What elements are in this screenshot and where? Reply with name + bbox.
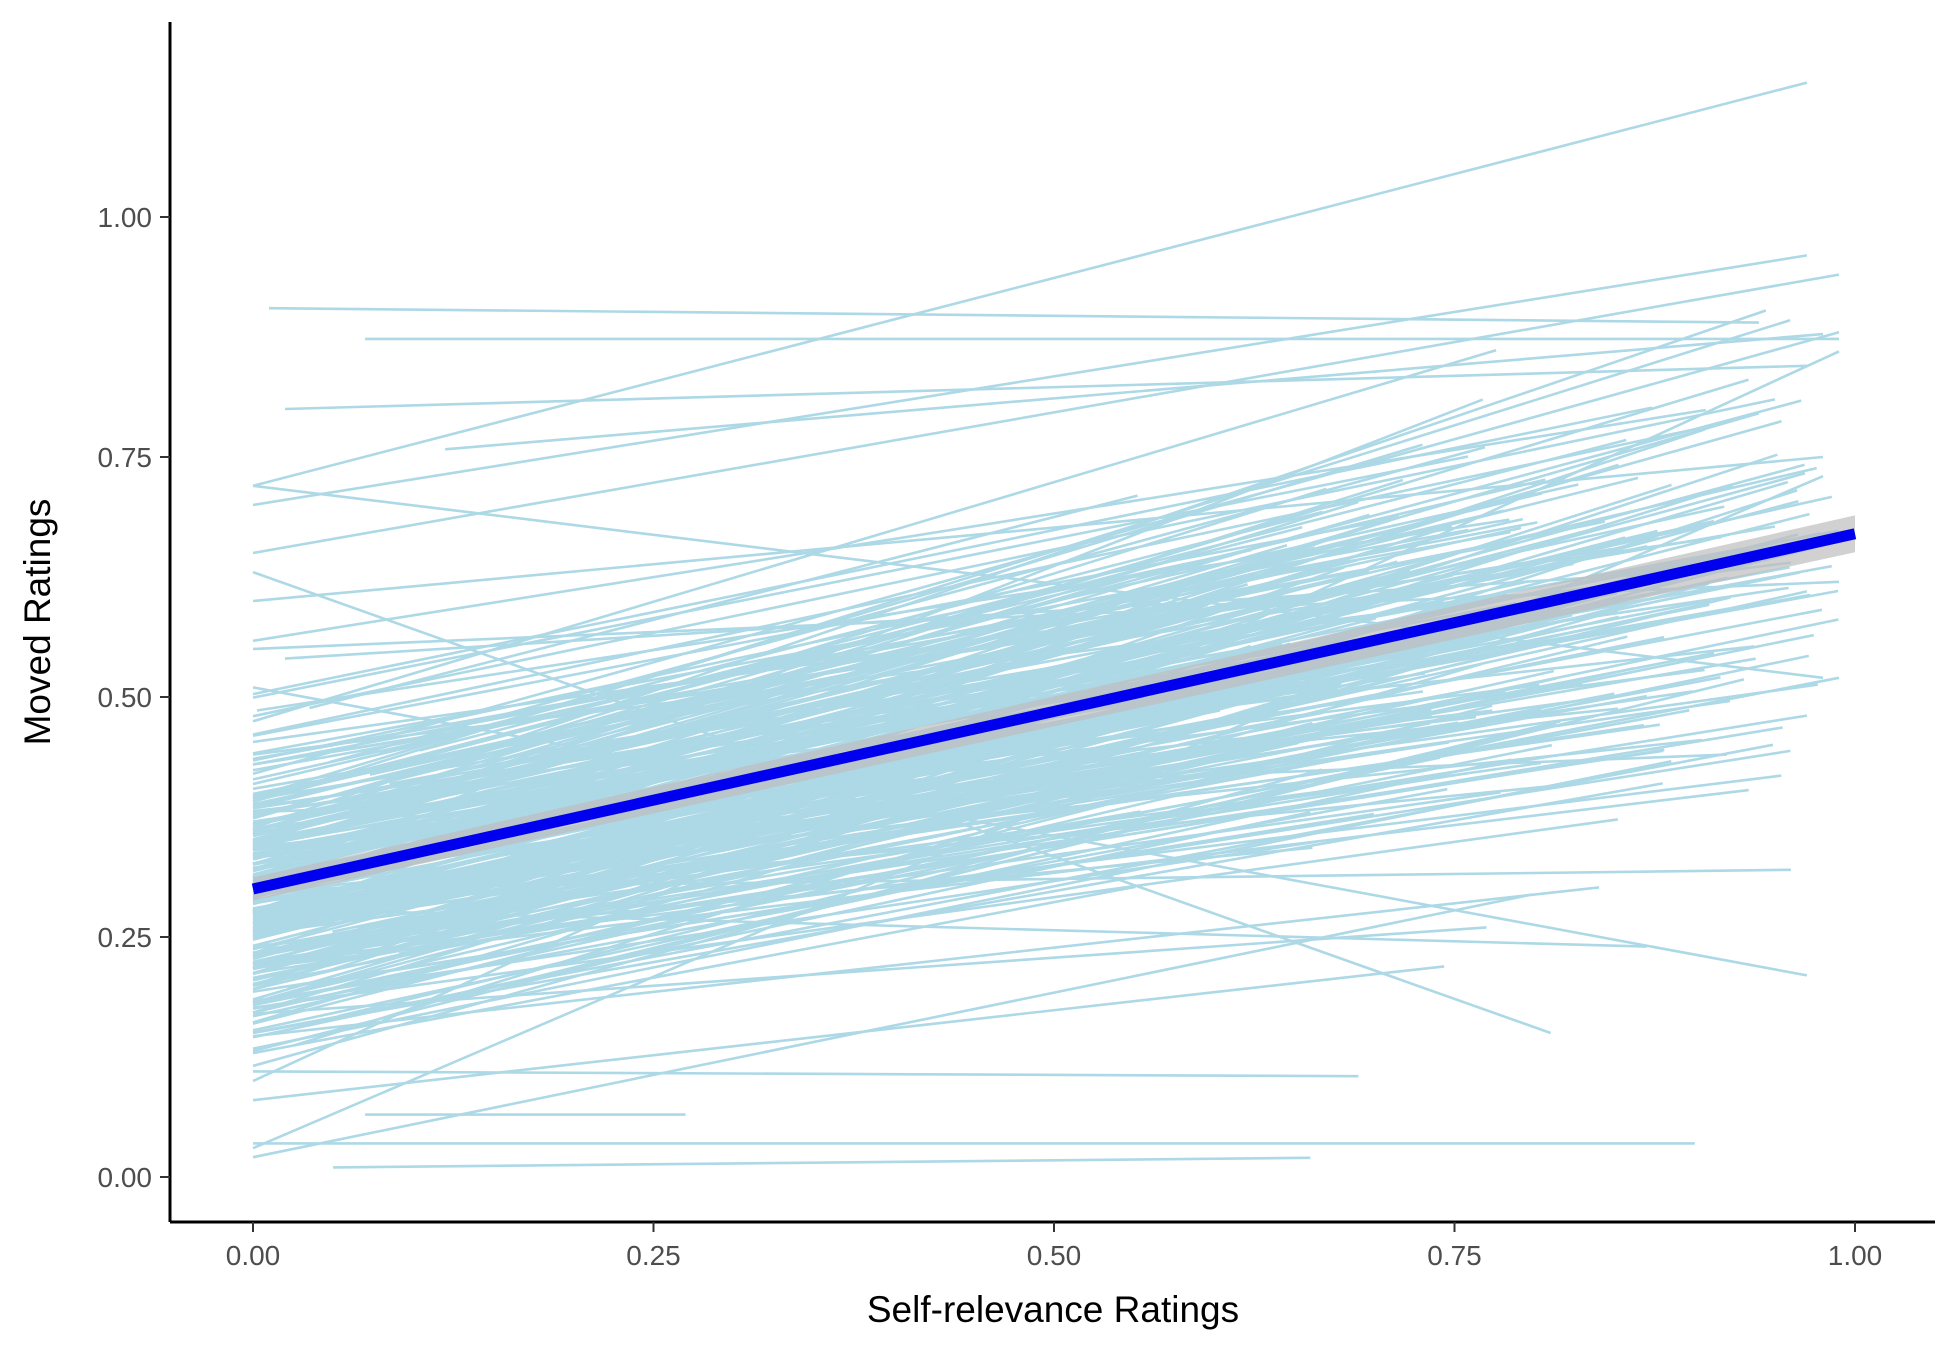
- participant-line: [252, 348, 1497, 723]
- participant-line: [252, 723, 1645, 932]
- participant-line: [252, 886, 1600, 1038]
- y-ticks: 0.00 0.25 0.50 0.75 1.00: [98, 202, 170, 1193]
- participant-line: [252, 455, 1469, 699]
- participant-line: [333, 1156, 1311, 1169]
- y-tick-label: 1.00: [98, 202, 153, 233]
- participant-line: [252, 81, 1808, 488]
- fixed-effect-group: [251, 528, 1857, 895]
- participant-line: [252, 789, 1199, 1014]
- x-tick-label: 1.00: [1828, 1240, 1883, 1271]
- participant-line: [291, 637, 1235, 805]
- participant-line: [357, 761, 1542, 930]
- participant-line: [312, 476, 1639, 809]
- participant-line: [252, 687, 1475, 924]
- participant-line: [252, 406, 1653, 696]
- participant-line: [283, 546, 1316, 842]
- fixed-effect-line: [251, 528, 1857, 895]
- participant-line: [284, 364, 1807, 411]
- participant-line: [268, 306, 1759, 324]
- participant-line: [252, 758, 1512, 1032]
- participant-line: [252, 492, 1543, 809]
- participant-line: [252, 677, 1557, 982]
- participant-line: [252, 408, 1707, 643]
- participant-line: [252, 1070, 1359, 1078]
- participant-line: [252, 613, 1573, 913]
- participant-line: [252, 788, 1749, 970]
- participant-line: [252, 573, 1454, 878]
- axes: [168, 22, 1935, 1224]
- participant-line: [252, 633, 1815, 954]
- participant-line: [252, 528, 1469, 755]
- participant-line: [252, 254, 1808, 507]
- participant-line: [252, 423, 1719, 736]
- participant-line: [439, 678, 1745, 1002]
- participant-line: [252, 708, 1432, 991]
- participant-line: [252, 965, 1445, 1102]
- participant-line: [252, 478, 1546, 786]
- participant-line: [252, 478, 1404, 844]
- participant-line: [252, 597, 1170, 761]
- x-tick-label: 0.00: [226, 1240, 281, 1271]
- participant-line: [445, 332, 1824, 451]
- participant-line: [252, 774, 1782, 966]
- x-tick-label: 0.75: [1427, 1240, 1482, 1271]
- participant-line: [252, 893, 1533, 1159]
- y-axis-title: Moved Ratings: [17, 499, 58, 746]
- participant-line: [252, 751, 1375, 966]
- participant-line: [252, 768, 1323, 1068]
- x-axis-title: Self-relevance Ratings: [867, 1289, 1239, 1330]
- participant-line: [368, 635, 1628, 942]
- y-tick-label: 0.25: [98, 922, 153, 953]
- participant-line: [252, 840, 1317, 1003]
- participant-line: [378, 605, 1243, 772]
- x-ticks: 0.00 0.25 0.50 0.75 1.00: [226, 1222, 1883, 1271]
- participant-line: [252, 707, 1542, 958]
- participant-line: [309, 494, 1138, 710]
- y-tick-label: 0.00: [98, 1162, 153, 1193]
- participant-line: [252, 818, 1618, 1009]
- participant-line: [252, 588, 1338, 766]
- participant-line: [252, 483, 1672, 941]
- participant-line: [252, 273, 1840, 555]
- participant-line: [252, 548, 1252, 762]
- x-tick-label: 0.50: [1027, 1240, 1082, 1271]
- y-tick-label: 0.75: [98, 442, 153, 473]
- x-tick-label: 0.25: [626, 1240, 681, 1271]
- participant-line: [252, 516, 1400, 737]
- y-tick-label: 0.50: [98, 682, 153, 713]
- participant-line: [252, 455, 1824, 603]
- participant-line: [252, 756, 1441, 1006]
- participant-line: [293, 773, 1168, 1047]
- participant-line: [252, 398, 1776, 718]
- participant-line: [252, 612, 1140, 865]
- participant-line: [252, 699, 1731, 915]
